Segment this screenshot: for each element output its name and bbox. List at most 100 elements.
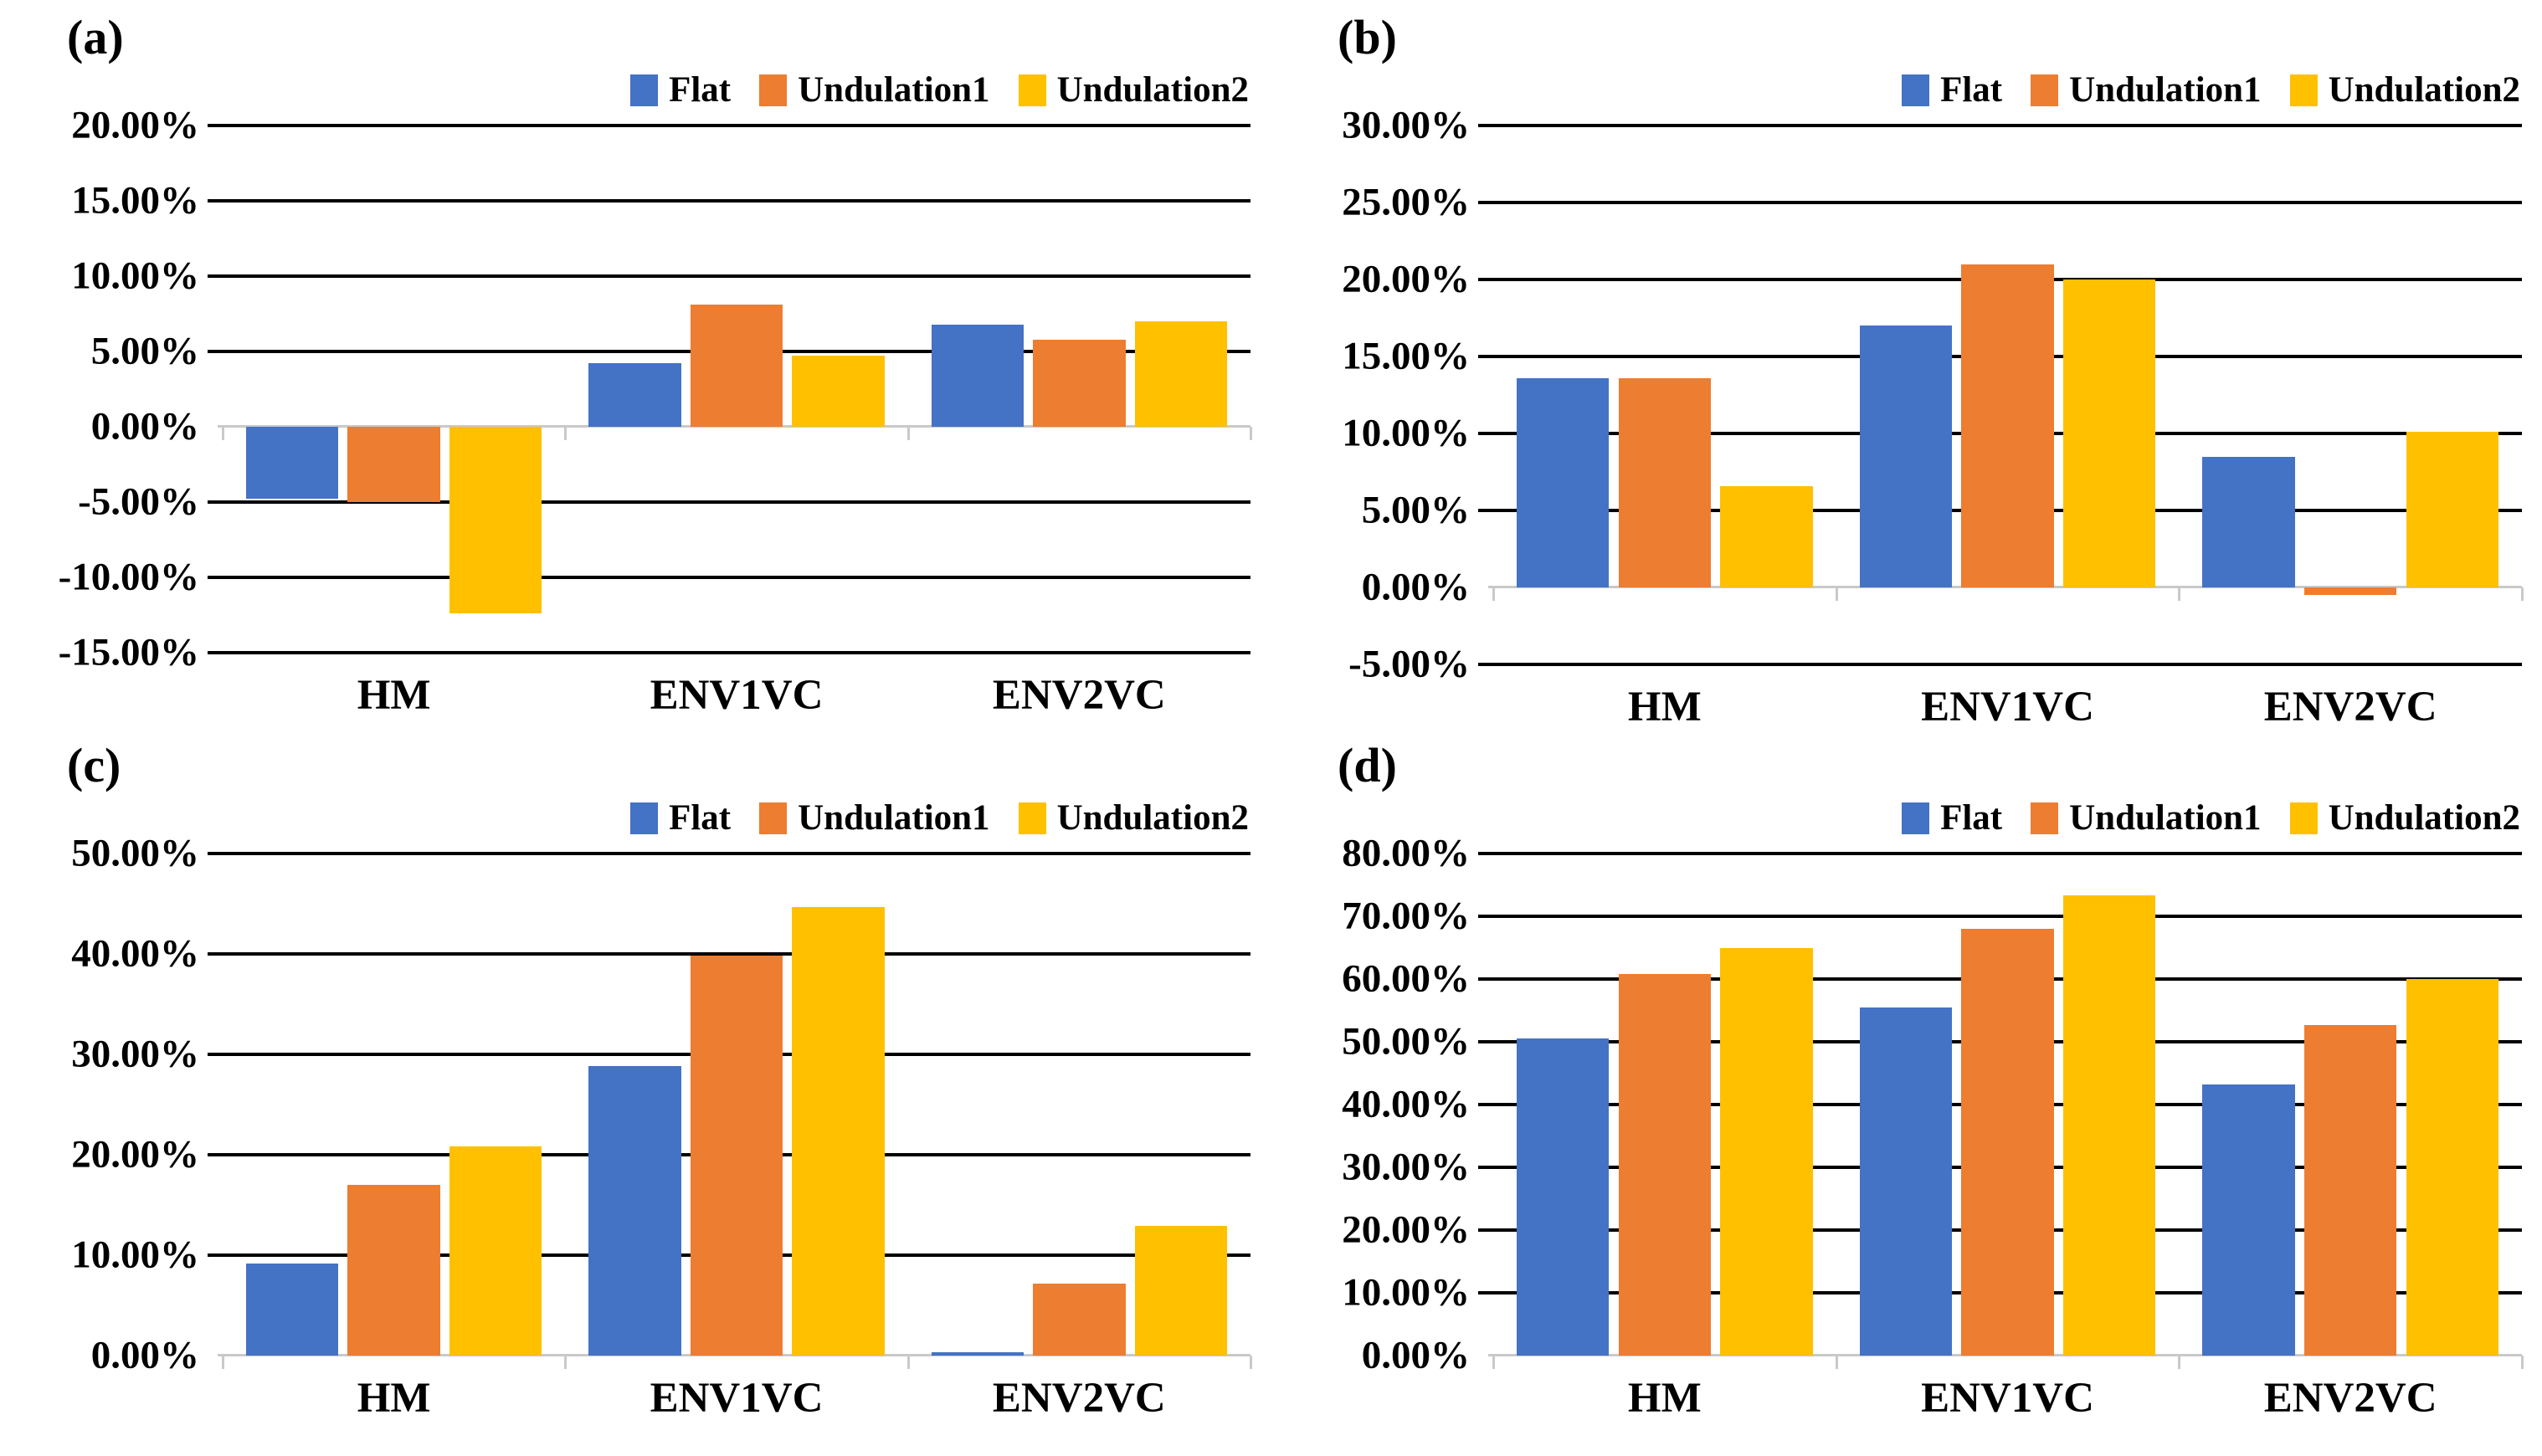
y-axis: 20.00% 15.00% 10.00% 5.00% 0.00% -5.00% -10.00… bbox=[0, 105, 204, 672]
y-tick-label: 30.00% bbox=[71, 1032, 199, 1076]
gridline bbox=[208, 500, 1250, 504]
category-axis-tick bbox=[906, 1356, 910, 1369]
y-axis: 80.00% 70.00% 60.00% 50.00% 40.00% 30.00% 20.0… bbox=[1271, 833, 1475, 1375]
legend-item-undulation1: Undulation1 bbox=[2031, 70, 2262, 110]
y-tick-label: 20.00% bbox=[1342, 257, 1470, 301]
legend-item-flat: Flat bbox=[630, 72, 731, 108]
y-tick-label: 15.00% bbox=[71, 178, 199, 223]
y-tick-label: 70.00% bbox=[1342, 894, 1470, 938]
bar-undulation1-hm bbox=[1618, 974, 1712, 1356]
bar-undulation2-hm bbox=[1720, 485, 1813, 587]
y-tick-label: 10.00% bbox=[71, 1233, 199, 1277]
bar-undulation1-env1vc bbox=[1961, 929, 2054, 1356]
x-category-label: ENV2VC bbox=[992, 672, 1166, 719]
x-category-label: HM bbox=[1627, 1375, 1702, 1422]
category-axis-tick bbox=[2178, 1356, 2181, 1369]
y-tick-label: 10.00% bbox=[1342, 1270, 1470, 1315]
plot-area: HM ENV1VC ENV2VC bbox=[1478, 852, 2524, 1420]
plot-area: HM ENV1VC ENV2VC bbox=[1478, 124, 2524, 729]
legend-swatch-icon bbox=[630, 74, 659, 106]
legend-swatch-icon bbox=[1902, 802, 1930, 834]
bar-undulation2-hm bbox=[449, 427, 542, 614]
legend-swatch-icon bbox=[2031, 74, 2059, 106]
bar-flat-env1vc bbox=[1859, 1007, 1953, 1356]
legend-label: Flat bbox=[1940, 70, 2003, 110]
x-category-label: ENV1VC bbox=[1921, 1375, 2094, 1422]
legend-item-undulation1: Undulation1 bbox=[759, 70, 990, 110]
gridline bbox=[208, 952, 1250, 956]
category-axis-tick bbox=[2521, 1356, 2524, 1369]
bar-undulation1-env1vc bbox=[690, 305, 783, 427]
legend-label: Undulation2 bbox=[2328, 798, 2520, 838]
legend-item-undulation2: Undulation2 bbox=[2289, 798, 2520, 838]
legend-swatch-icon bbox=[1018, 802, 1046, 834]
chart-panel-b: (b) Flat Undulation1 Undulation2 30.00% 25.… bbox=[1271, 0, 2542, 729]
bar-flat-env2vc bbox=[931, 1352, 1025, 1356]
y-tick-label: 20.00% bbox=[71, 1132, 199, 1177]
y-tick-label: 10.00% bbox=[71, 254, 199, 298]
legend: Flat Undulation1 Undulation2 bbox=[630, 800, 1249, 836]
legend-swatch-icon bbox=[630, 802, 659, 834]
chart-panel-c: (c) Flat Undulation1 Undulation2 50.00% 40.… bbox=[0, 728, 1271, 1456]
gridline bbox=[208, 651, 1250, 654]
bar-undulation2-env1vc bbox=[792, 356, 885, 427]
y-tick-label: 40.00% bbox=[1342, 1082, 1470, 1126]
bar-undulation2-env2vc bbox=[2406, 979, 2499, 1356]
x-category-label: ENV1VC bbox=[650, 1375, 824, 1422]
bar-undulation1-env2vc bbox=[1033, 339, 1126, 427]
gridline bbox=[208, 124, 1250, 127]
category-axis-tick bbox=[564, 1356, 567, 1369]
y-tick-label: -5.00% bbox=[1348, 642, 1470, 686]
legend-label: Flat bbox=[1940, 798, 2003, 838]
bar-undulation2-env1vc bbox=[792, 906, 885, 1356]
legend-item-flat: Flat bbox=[1902, 72, 2002, 108]
x-category-label: HM bbox=[357, 1375, 431, 1422]
legend-item-undulation2: Undulation2 bbox=[2289, 72, 2520, 108]
gridline bbox=[1478, 852, 2522, 855]
category-axis-tick bbox=[1250, 1356, 1252, 1369]
category-axis-tick bbox=[1492, 1356, 1495, 1369]
bar-flat-env2vc bbox=[931, 324, 1025, 427]
legend: Flat Undulation1 Undulation2 bbox=[1902, 72, 2520, 108]
legend-label: Undulation1 bbox=[2069, 70, 2262, 110]
legend-swatch-icon bbox=[759, 802, 788, 834]
y-tick-label: 20.00% bbox=[71, 103, 199, 147]
bar-undulation2-env2vc bbox=[1134, 321, 1228, 427]
legend-label: Undulation1 bbox=[798, 70, 990, 110]
bar-flat-env2vc bbox=[2202, 456, 2295, 587]
category-axis-tick bbox=[1835, 1356, 1838, 1369]
x-category-label: ENV1VC bbox=[650, 672, 824, 719]
x-category-label: HM bbox=[1627, 684, 1702, 731]
gridline bbox=[208, 274, 1250, 278]
plot-area: HM ENV1VC ENV2VC bbox=[208, 852, 1252, 1420]
bar-flat-env1vc bbox=[1859, 326, 1953, 587]
y-tick-label: -5.00% bbox=[78, 479, 199, 524]
y-tick-label: 0.00% bbox=[1361, 1333, 1470, 1377]
y-tick-label: 20.00% bbox=[1342, 1207, 1470, 1252]
legend: Flat Undulation1 Undulation2 bbox=[1902, 800, 2520, 836]
gridline bbox=[1478, 915, 2522, 918]
legend-swatch-icon bbox=[2289, 802, 2318, 834]
plot-area: HM ENV1VC ENV2VC bbox=[208, 124, 1252, 717]
category-axis-tick bbox=[1492, 587, 1495, 601]
x-category-label: ENV2VC bbox=[2263, 1375, 2437, 1422]
y-tick-label: 0.00% bbox=[90, 1333, 199, 1377]
gridline bbox=[1478, 200, 2522, 204]
bar-flat-env1vc bbox=[588, 363, 681, 427]
y-tick-label: 30.00% bbox=[1342, 103, 1470, 147]
bar-flat-hm bbox=[1516, 377, 1610, 587]
legend-swatch-icon bbox=[2289, 74, 2318, 106]
y-tick-label: 50.00% bbox=[1342, 1019, 1470, 1064]
bar-undulation2-env1vc bbox=[2062, 279, 2156, 587]
category-axis-tick bbox=[2521, 587, 2524, 601]
y-tick-label: 30.00% bbox=[1342, 1145, 1470, 1189]
legend-swatch-icon bbox=[759, 74, 788, 106]
legend-label: Undulation1 bbox=[798, 798, 990, 838]
legend-label: Flat bbox=[669, 798, 732, 838]
panel-letter-c: (c) bbox=[67, 738, 121, 792]
gridline bbox=[1478, 663, 2522, 666]
category-axis-tick bbox=[564, 427, 567, 440]
legend-item-undulation2: Undulation2 bbox=[1018, 800, 1249, 836]
gridline bbox=[1478, 124, 2522, 127]
